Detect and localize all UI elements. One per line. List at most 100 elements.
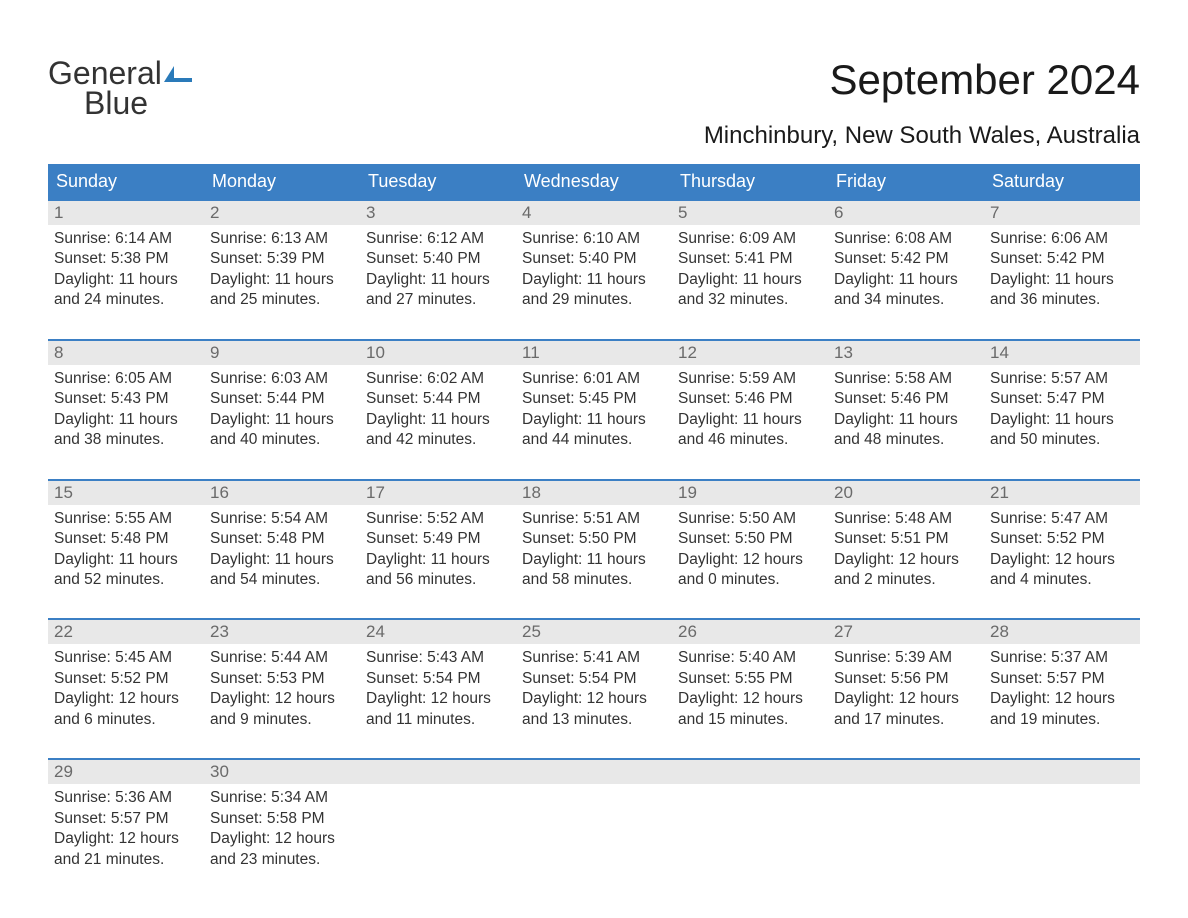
weekday-friday: Friday [828,164,984,199]
day-number: 18 [516,481,672,505]
daylight-line-1: Daylight: 11 hours [990,410,1134,430]
sunrise-line: Sunrise: 5:57 AM [990,369,1134,389]
daylight-line-2: and 29 minutes. [522,290,666,310]
sunset-line: Sunset: 5:48 PM [210,529,354,549]
sunrise-line: Sunrise: 5:43 AM [366,648,510,668]
day-cell: Sunrise: 5:36 AMSunset: 5:57 PMDaylight:… [48,784,204,898]
day-number: 7 [984,201,1140,225]
sunrise-line: Sunrise: 6:14 AM [54,229,198,249]
day-number: 14 [984,341,1140,365]
daylight-line-1: Daylight: 11 hours [834,410,978,430]
day-cell: Sunrise: 5:55 AMSunset: 5:48 PMDaylight:… [48,505,204,619]
daylight-line-2: and 6 minutes. [54,710,198,730]
sunset-line: Sunset: 5:43 PM [54,389,198,409]
sunset-line: Sunset: 5:46 PM [834,389,978,409]
daylight-line-2: and 46 minutes. [678,430,822,450]
sunrise-line: Sunrise: 6:02 AM [366,369,510,389]
day-number: 2 [204,201,360,225]
sunset-line: Sunset: 5:48 PM [54,529,198,549]
day-number: 23 [204,620,360,644]
daylight-line-1: Daylight: 12 hours [834,689,978,709]
daylight-line-1: Daylight: 12 hours [366,689,510,709]
day-number: 21 [984,481,1140,505]
daylight-line-2: and 50 minutes. [990,430,1134,450]
sunset-line: Sunset: 5:58 PM [210,809,354,829]
daylight-line-1: Daylight: 11 hours [522,270,666,290]
sunset-line: Sunset: 5:38 PM [54,249,198,269]
day-number: 26 [672,620,828,644]
daylight-line-1: Daylight: 11 hours [366,270,510,290]
weekday-sunday: Sunday [48,164,204,199]
daylight-line-1: Daylight: 11 hours [210,270,354,290]
weekday-saturday: Saturday [984,164,1140,199]
daylight-line-1: Daylight: 11 hours [678,270,822,290]
day-number: 12 [672,341,828,365]
daylight-line-2: and 44 minutes. [522,430,666,450]
daylight-line-2: and 27 minutes. [366,290,510,310]
day-number: 5 [672,201,828,225]
daylight-line-1: Daylight: 12 hours [678,689,822,709]
daylight-line-1: Daylight: 12 hours [522,689,666,709]
day-number: 3 [360,201,516,225]
daylight-line-1: Daylight: 12 hours [54,689,198,709]
daylight-line-1: Daylight: 11 hours [990,270,1134,290]
daylight-line-2: and 17 minutes. [834,710,978,730]
daylight-line-1: Daylight: 12 hours [678,550,822,570]
day-cell: Sunrise: 6:12 AMSunset: 5:40 PMDaylight:… [360,225,516,339]
day-cell: Sunrise: 6:14 AMSunset: 5:38 PMDaylight:… [48,225,204,339]
daylight-line-2: and 4 minutes. [990,570,1134,590]
day-cell: Sunrise: 5:58 AMSunset: 5:46 PMDaylight:… [828,365,984,479]
logo: General Blue [48,20,194,119]
day-number: 15 [48,481,204,505]
day-cell: Sunrise: 5:37 AMSunset: 5:57 PMDaylight:… [984,644,1140,758]
daylight-line-2: and 24 minutes. [54,290,198,310]
sunrise-line: Sunrise: 5:54 AM [210,509,354,529]
day-cell: Sunrise: 5:39 AMSunset: 5:56 PMDaylight:… [828,644,984,758]
sunrise-line: Sunrise: 6:12 AM [366,229,510,249]
daylight-line-2: and 2 minutes. [834,570,978,590]
sunrise-line: Sunrise: 5:55 AM [54,509,198,529]
day-cell: Sunrise: 6:05 AMSunset: 5:43 PMDaylight:… [48,365,204,479]
day-number: 30 [204,760,360,784]
day-number: 6 [828,201,984,225]
day-cell: Sunrise: 6:13 AMSunset: 5:39 PMDaylight:… [204,225,360,339]
sunset-line: Sunset: 5:56 PM [834,669,978,689]
day-number: 9 [204,341,360,365]
day-cell: Sunrise: 5:48 AMSunset: 5:51 PMDaylight:… [828,505,984,619]
day-number: 17 [360,481,516,505]
day-number: 20 [828,481,984,505]
sunset-line: Sunset: 5:55 PM [678,669,822,689]
week-row: 22232425262728 Sunrise: 5:45 AM Sunset: 5:… [48,618,1140,758]
header: General Blue September 2024 Minchinbury,… [48,20,1140,150]
daylight-line-2: and 54 minutes. [210,570,354,590]
daynum-row: 22232425262728 [48,620,1140,644]
daynum-row: 891011121314 [48,341,1140,365]
daylight-line-1: Daylight: 12 hours [990,550,1134,570]
sunset-line: Sunset: 5:45 PM [522,389,666,409]
daylight-line-1: Daylight: 11 hours [834,270,978,290]
day-cell: Sunrise: 6:03 AMSunset: 5:44 PMDaylight:… [204,365,360,479]
sunset-line: Sunset: 5:40 PM [366,249,510,269]
sunset-line: Sunset: 5:40 PM [522,249,666,269]
daylight-line-1: Daylight: 11 hours [522,410,666,430]
daylight-line-1: Daylight: 12 hours [990,689,1134,709]
logo-flag-icon [164,58,194,88]
sunrise-line: Sunrise: 5:50 AM [678,509,822,529]
sunrise-line: Sunrise: 6:08 AM [834,229,978,249]
daylight-line-2: and 11 minutes. [366,710,510,730]
day-cell [516,784,672,898]
location: Minchinbury, New South Wales, Australia [704,122,1140,150]
day-cell: Sunrise: 5:34 AMSunset: 5:58 PMDaylight:… [204,784,360,898]
day-number: 10 [360,341,516,365]
sunset-line: Sunset: 5:57 PM [990,669,1134,689]
sunset-line: Sunset: 5:44 PM [366,389,510,409]
sunset-line: Sunset: 5:41 PM [678,249,822,269]
day-cell: Sunrise: 5:44 AMSunset: 5:53 PMDaylight:… [204,644,360,758]
logo-line1: General [48,58,194,88]
sunrise-line: Sunrise: 5:58 AM [834,369,978,389]
sunset-line: Sunset: 5:54 PM [366,669,510,689]
sunrise-line: Sunrise: 5:48 AM [834,509,978,529]
sunrise-line: Sunrise: 6:05 AM [54,369,198,389]
sunrise-line: Sunrise: 5:45 AM [54,648,198,668]
day-cell: Sunrise: 5:59 AMSunset: 5:46 PMDaylight:… [672,365,828,479]
